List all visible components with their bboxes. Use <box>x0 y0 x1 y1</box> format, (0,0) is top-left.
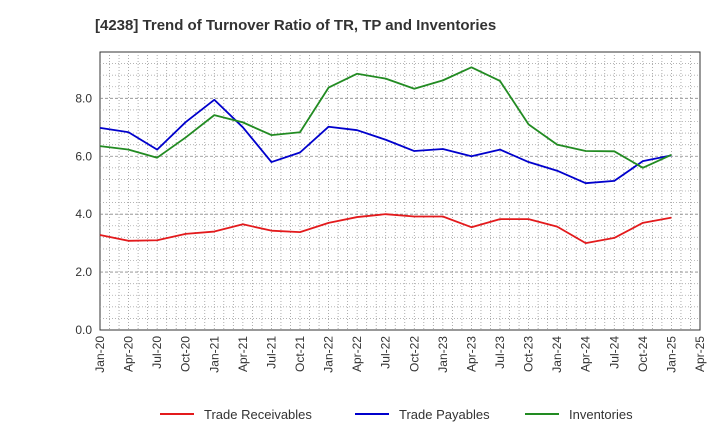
x-tick-label: Jan-21 <box>207 336 221 373</box>
series-line <box>99 213 672 245</box>
series-line <box>99 66 672 169</box>
series-lines <box>99 66 672 245</box>
y-axis-ticks: 0.0 2.0 4.0 6.0 8.0 <box>75 91 92 337</box>
chart-title: [4238] Trend of Turnover Ratio of TR, TP… <box>95 17 496 34</box>
y-tick-label: 2.0 <box>75 265 92 279</box>
x-tick-label: Jan-24 <box>550 336 564 373</box>
x-tick-label: Jul-21 <box>264 336 278 369</box>
x-tick-label: Jul-24 <box>607 336 621 369</box>
y-tick-label: 0.0 <box>75 323 92 337</box>
legend-label: Trade Payables <box>399 407 490 422</box>
x-tick-label: Apr-21 <box>236 336 250 372</box>
x-tick-label: Oct-21 <box>293 336 307 372</box>
x-tick-label: Jan-25 <box>664 336 678 373</box>
x-tick-label: Apr-24 <box>579 336 593 372</box>
x-tick-label: Oct-22 <box>407 336 421 372</box>
x-tick-label: Oct-24 <box>636 336 650 372</box>
legend-label: Trade Receivables <box>204 407 312 422</box>
y-tick-label: 4.0 <box>75 207 92 221</box>
x-tick-label: Jan-20 <box>93 336 107 373</box>
x-tick-label: Jul-20 <box>150 336 164 369</box>
series-line <box>99 98 672 185</box>
x-tick-label: Jan-22 <box>322 336 336 373</box>
x-tick-label: Jan-23 <box>436 336 450 373</box>
x-tick-label: Oct-20 <box>179 336 193 372</box>
x-tick-label: Apr-22 <box>350 336 364 372</box>
x-tick-label: Oct-23 <box>522 336 536 372</box>
legend-label: Inventories <box>569 407 633 422</box>
grid-lines <box>100 52 700 330</box>
x-tick-label: Apr-25 <box>693 336 707 372</box>
x-tick-label: Apr-20 <box>122 336 136 372</box>
y-tick-label: 8.0 <box>75 91 92 105</box>
x-tick-label: Jul-22 <box>379 336 393 369</box>
y-tick-label: 6.0 <box>75 149 92 163</box>
legend: Trade Receivables Trade Payables Inventori… <box>160 407 633 422</box>
x-tick-label: Jul-23 <box>493 336 507 369</box>
x-tick-label: Apr-23 <box>464 336 478 372</box>
x-axis-ticks: Jan-20 Apr-20 Jul-20 Oct-20 Jan-21 Apr-21 Jul-… <box>93 336 707 373</box>
